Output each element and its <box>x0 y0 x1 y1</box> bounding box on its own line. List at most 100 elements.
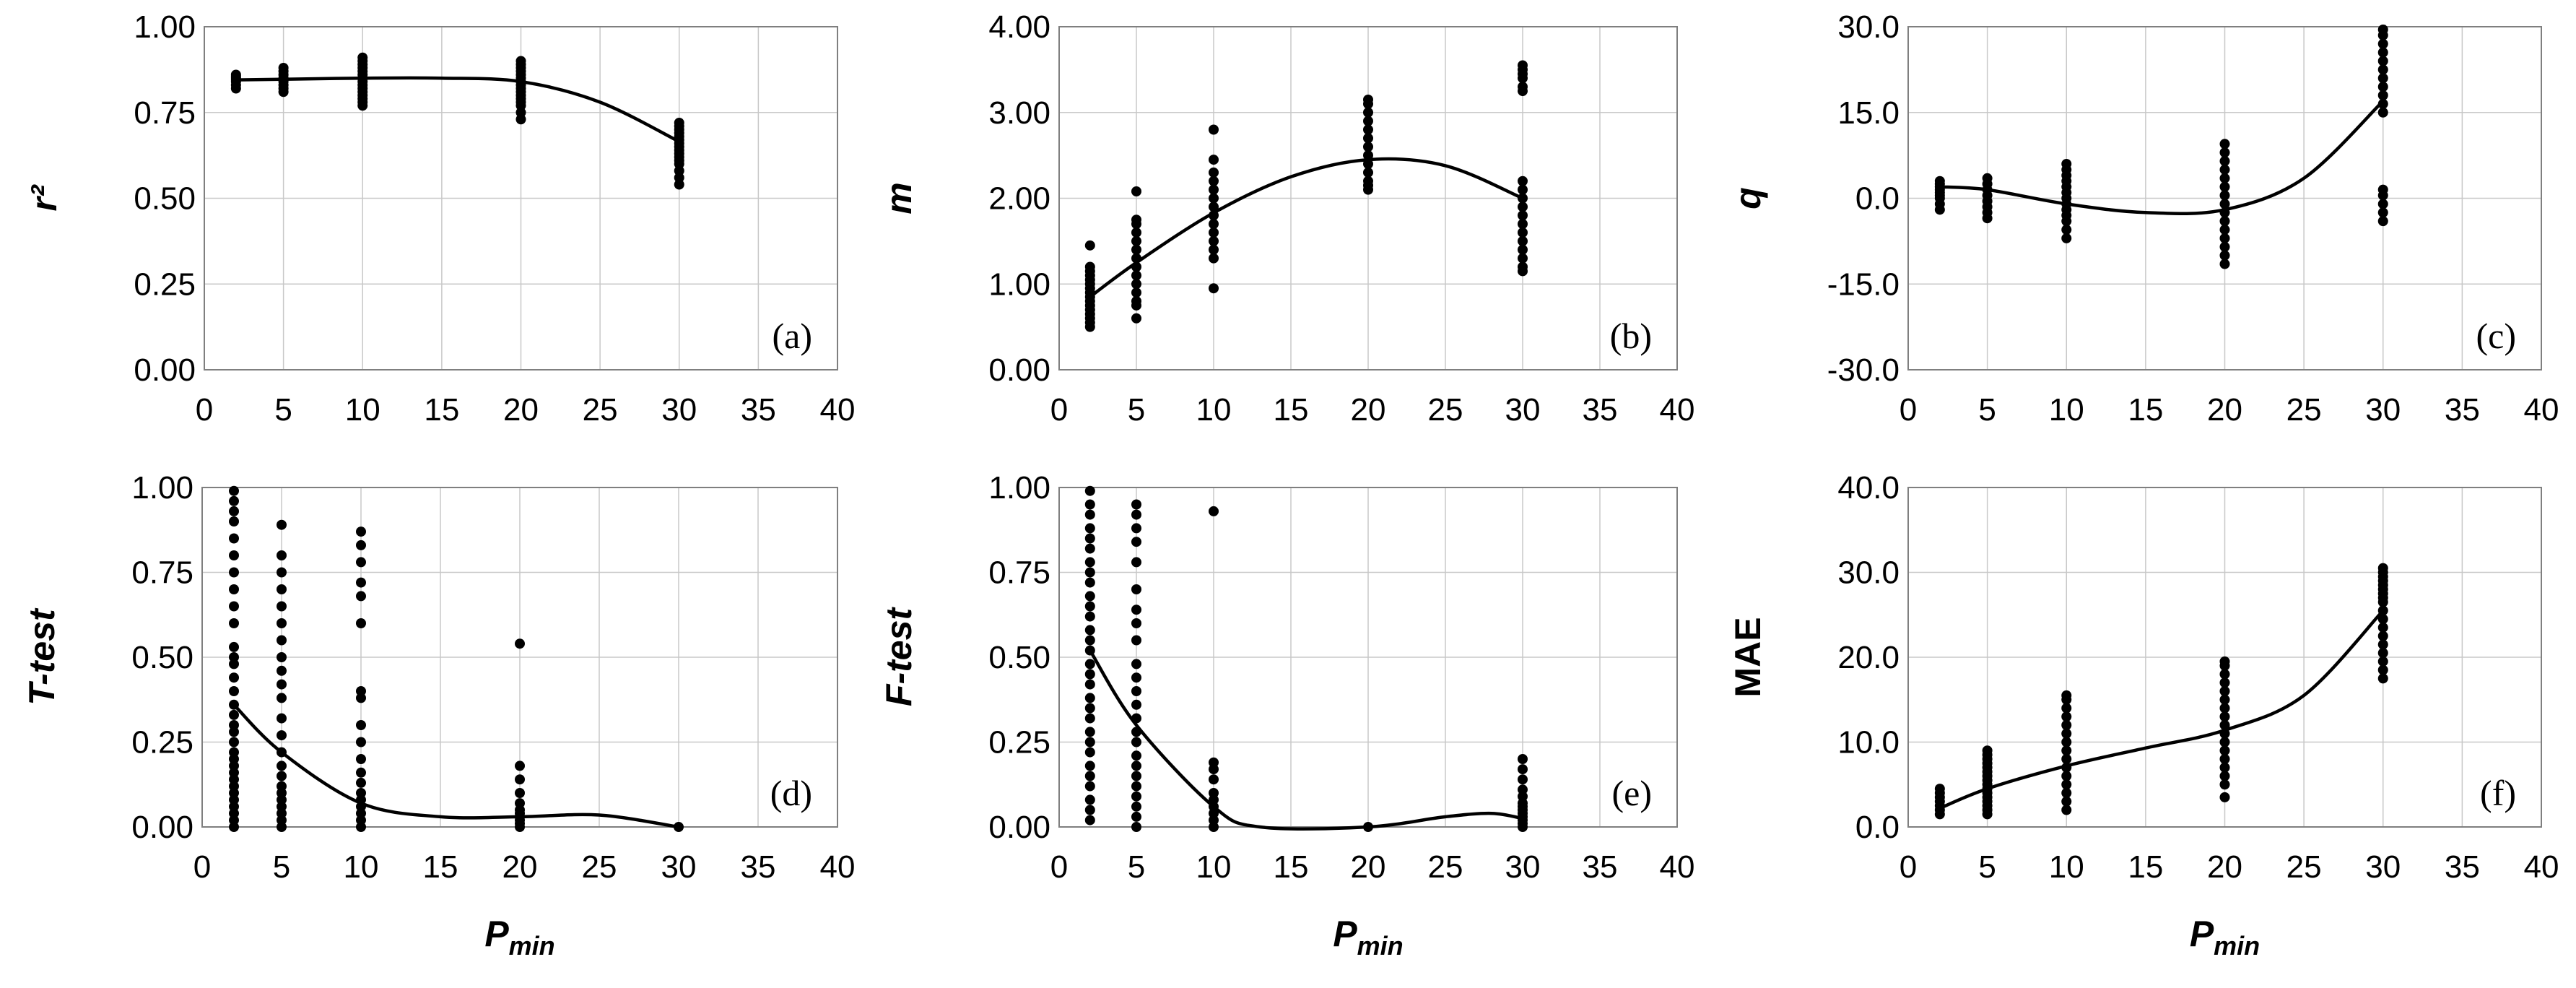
trend-line <box>1938 609 2385 810</box>
data-point <box>356 526 366 537</box>
y-tick-label: 3.00 <box>988 95 1050 131</box>
y-tick-label: 0.75 <box>134 95 196 131</box>
data-point <box>2061 745 2072 756</box>
trend-line <box>235 76 680 144</box>
data-point <box>356 686 366 696</box>
data-point <box>229 747 239 758</box>
data-point <box>674 118 684 128</box>
panel-e: 0.00 0.25 0.50 0.75 1.00 0 5 10 15 20 25 30 35 40 F-te… <box>879 470 1694 961</box>
data-point <box>356 754 366 764</box>
data-point <box>2377 639 2388 650</box>
data-point <box>1131 750 1141 761</box>
data-point <box>1209 167 1219 178</box>
x-tick-label: 30 <box>2365 849 2401 885</box>
data-point <box>277 693 287 703</box>
data-point <box>1131 523 1141 534</box>
data-point <box>277 665 287 676</box>
x-tick-label: 40 <box>820 849 856 885</box>
x-tick-label: 25 <box>1428 849 1463 885</box>
data-point <box>277 519 287 530</box>
y-tick-label: 40.0 <box>1837 470 1900 506</box>
x-tick-label: 5 <box>1128 392 1145 428</box>
data-point <box>515 798 525 809</box>
data-point <box>1209 244 1219 255</box>
y-tick-label: 30.0 <box>1837 9 1900 45</box>
x-tick-label: 5 <box>1978 392 1996 428</box>
data-point <box>277 781 287 792</box>
data-point <box>2377 38 2388 49</box>
x-tick-label: 10 <box>2049 849 2084 885</box>
data-point <box>1084 533 1095 544</box>
data-point <box>2061 754 2072 764</box>
data-point <box>2377 199 2388 209</box>
data-point <box>229 533 239 544</box>
x-tick-label: 30 <box>1505 849 1541 885</box>
data-point <box>1084 261 1095 272</box>
data-point <box>278 63 289 73</box>
data-point <box>229 652 239 662</box>
data-point <box>1131 313 1141 324</box>
data-point <box>2377 673 2388 684</box>
x-tick-label: 10 <box>344 849 379 885</box>
data-point <box>2061 728 2072 739</box>
data-point <box>277 635 287 646</box>
data-point <box>356 591 366 602</box>
data-point <box>229 601 239 612</box>
y-axis-label: F-test <box>879 607 919 706</box>
x-tick-label: 30 <box>1505 392 1541 428</box>
data-point <box>277 601 287 612</box>
x-tick-label: 40 <box>2524 392 2559 428</box>
data-point <box>1084 669 1095 680</box>
y-tick-label: 1.00 <box>988 470 1050 506</box>
data-point <box>1131 235 1141 246</box>
data-point <box>1084 635 1095 646</box>
data-point <box>2377 664 2388 675</box>
data-point <box>356 557 366 568</box>
data-point <box>1209 202 1219 212</box>
data-point <box>1518 60 1528 71</box>
data-point <box>1084 485 1095 496</box>
y-tick-label: 4.00 <box>988 9 1050 45</box>
data-point <box>1209 193 1219 204</box>
data-point <box>2377 184 2388 195</box>
data-point <box>2219 711 2230 722</box>
data-point <box>1084 509 1095 520</box>
data-point <box>2377 82 2388 92</box>
data-point <box>1209 506 1219 516</box>
x-tick-label: 0 <box>1050 392 1068 428</box>
panel-label: (f) <box>2480 773 2516 813</box>
x-tick-label: 40 <box>820 392 856 428</box>
data-point <box>277 760 287 771</box>
y-tick-label: 1.00 <box>988 266 1050 302</box>
x-tick-label: 0 <box>193 849 211 885</box>
data-point <box>1131 781 1141 792</box>
x-tick-label: 25 <box>583 392 618 428</box>
data-point <box>229 495 239 506</box>
data-point <box>2377 56 2388 66</box>
y-tick-label: 0.50 <box>134 181 196 217</box>
data-point <box>1084 815 1095 826</box>
data-point <box>2219 669 2230 680</box>
data-point <box>2061 779 2072 790</box>
data-point <box>277 584 287 594</box>
data-point <box>1363 167 1373 178</box>
data-point <box>2219 792 2230 802</box>
x-tick-label: 5 <box>274 392 292 428</box>
data-point <box>2377 90 2388 100</box>
x-tick-label: 35 <box>2445 849 2480 885</box>
data-point <box>1084 543 1095 554</box>
data-point <box>2219 677 2230 688</box>
data-point <box>2061 788 2072 798</box>
data-point <box>2219 190 2230 201</box>
data-point <box>1084 737 1095 748</box>
data-point <box>229 506 239 516</box>
y-tick-label: 2.00 <box>988 181 1050 217</box>
data-point <box>357 52 368 63</box>
data-point <box>356 720 366 730</box>
y-tick-label: 0.0 <box>1855 810 1900 845</box>
data-point <box>1518 210 1528 221</box>
data-point <box>356 767 366 778</box>
y-axis-label: m <box>879 182 919 214</box>
data-point <box>2219 139 2230 150</box>
data-point <box>2219 745 2230 756</box>
